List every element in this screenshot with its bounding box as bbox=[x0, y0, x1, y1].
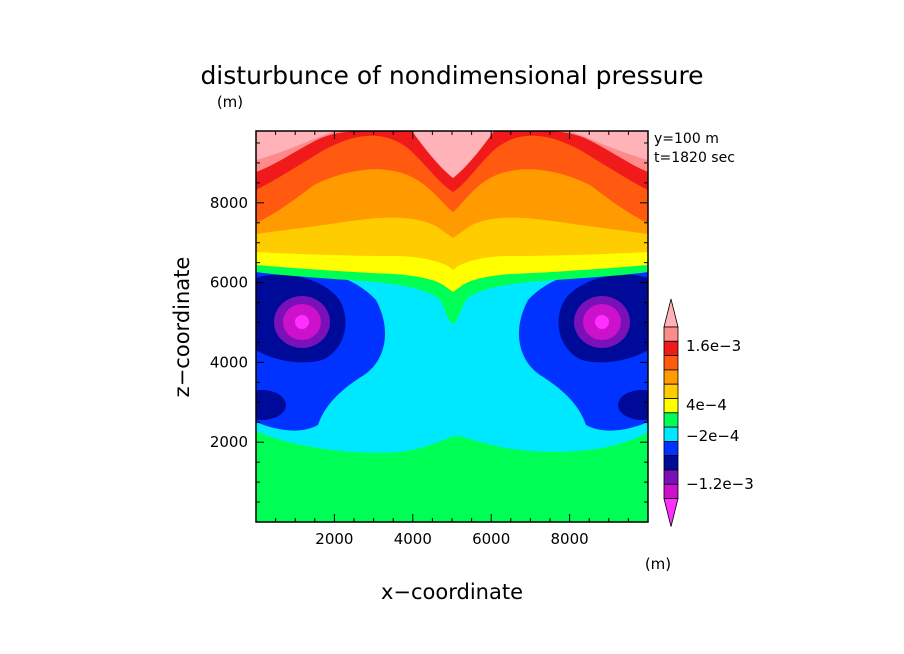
units-label: (m) bbox=[217, 93, 243, 111]
colorbar-swatch bbox=[663, 369, 679, 385]
colorbar-units-label: (m) bbox=[645, 555, 671, 573]
colorbar-swatch bbox=[663, 455, 679, 471]
colorbar-swatch bbox=[663, 440, 679, 457]
chart-title: disturbunce of nondimensional pressure bbox=[200, 61, 703, 90]
colorbar-swatch bbox=[663, 426, 679, 442]
annotation-y: y=100 m bbox=[654, 131, 719, 147]
colorbar-swatch bbox=[663, 398, 679, 414]
colorbar-level-label: −2e−4 bbox=[686, 427, 739, 445]
annotation-t: t=1820 sec bbox=[654, 150, 735, 166]
colorbar-level-label: −1.2e−3 bbox=[686, 475, 754, 493]
y-tick-label: 4000 bbox=[210, 353, 248, 371]
contour-band bbox=[256, 390, 286, 420]
colorbar-level-label: 1.6e−3 bbox=[686, 337, 741, 355]
contour-band bbox=[295, 315, 309, 329]
colorbar-swatch bbox=[663, 412, 679, 428]
y-tick-label: 2000 bbox=[210, 433, 248, 451]
colorbar-swatch bbox=[663, 340, 679, 356]
colorbar-swatch bbox=[663, 469, 679, 485]
x-tick-label: 6000 bbox=[472, 530, 510, 548]
contour-band bbox=[595, 315, 609, 329]
colorbar bbox=[663, 298, 679, 527]
colorbar-arrow-top bbox=[663, 298, 679, 328]
y-tick-labels: 2000 4000 6000 8000 bbox=[210, 194, 248, 451]
x-tick-labels: 2000 4000 6000 8000 bbox=[315, 530, 588, 548]
contour-band bbox=[256, 131, 335, 160]
x-axis-label: x−coordinate bbox=[381, 580, 523, 604]
contour-band bbox=[569, 131, 648, 160]
colorbar-level-label: 4e−4 bbox=[686, 396, 727, 414]
colorbar-labels: 1.6e−3 4e−4 −2e−4 −1.2e−3 bbox=[686, 337, 754, 493]
contour-band bbox=[618, 390, 648, 420]
colorbar-swatch bbox=[663, 483, 679, 499]
colorbar-swatch bbox=[663, 355, 679, 371]
contour-fill bbox=[256, 131, 648, 522]
y-tick-label: 6000 bbox=[210, 274, 248, 292]
colorbar-swatch bbox=[663, 383, 679, 399]
colorbar-swatch bbox=[663, 326, 679, 342]
y-tick-label: 8000 bbox=[210, 194, 248, 212]
x-tick-label: 2000 bbox=[315, 530, 353, 548]
y-axis-label: z−coordinate bbox=[170, 257, 194, 398]
colorbar-arrow-bottom bbox=[663, 498, 679, 527]
x-tick-label: 4000 bbox=[394, 530, 432, 548]
x-tick-label: 8000 bbox=[551, 530, 589, 548]
axis-ticks bbox=[256, 131, 648, 522]
contour-band bbox=[412, 131, 494, 178]
